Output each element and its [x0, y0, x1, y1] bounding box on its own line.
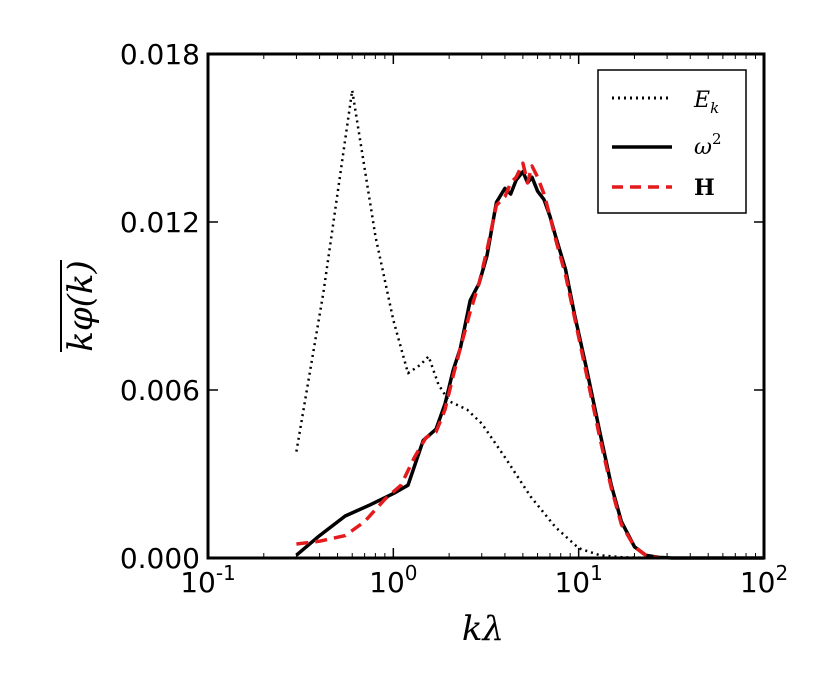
series-line-dashed [296, 161, 659, 560]
legend-label-omega: ω2 [694, 130, 722, 160]
plot-frame [206, 52, 766, 560]
ticks-layer: 0.000 0.006 0.012 0.018 10-1 100 101 102 [120, 38, 788, 599]
series-line-solid [295, 169, 764, 560]
x-tick-label: 102 [740, 561, 788, 599]
y-axis-label: kφ(k) [61, 260, 101, 352]
series-layer [295, 89, 764, 560]
legend-label-ek: Ek [693, 88, 719, 117]
x-tick-label: 100 [369, 561, 417, 599]
y-tick-label: 0.006 [120, 374, 200, 407]
legend-box [597, 69, 747, 214]
legend: Ek ω2 H [597, 69, 747, 214]
y-tick-label: 0.012 [120, 206, 200, 239]
x-tick-label: 10-1 [180, 561, 236, 599]
x-tick-label: 101 [554, 561, 602, 599]
x-axis-label: kλ [462, 609, 504, 649]
legend-label-h: H [694, 175, 715, 201]
y-tick-label: 0.000 [120, 542, 200, 575]
y-tick-label: 0.018 [120, 38, 200, 71]
